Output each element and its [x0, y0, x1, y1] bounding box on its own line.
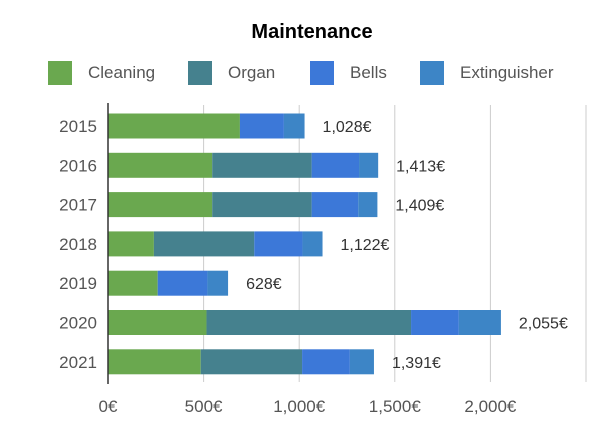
bar-extinguisher-2018 — [302, 231, 323, 257]
bar-cleaning-2020 — [108, 310, 207, 335]
legend-label-organ: Organ — [228, 63, 275, 82]
bar-bells-2018 — [254, 231, 303, 257]
total-label: 2,055€ — [519, 316, 568, 333]
bar-bells-2020 — [411, 310, 459, 335]
legend-swatch-bells — [310, 61, 334, 85]
total-label: 628€ — [246, 276, 282, 293]
axis: 0€ 500€ 1,000€ 1,500€ 2,000€ — [99, 103, 517, 416]
x-tick-label: 2,000€ — [464, 397, 517, 416]
bar-cleaning-2017 — [108, 192, 213, 218]
labels: 2015 1,028€ 2016 1,413€ 2017 1,409€ 2018 1,122€… — [59, 117, 568, 372]
bar-cleaning-2018 — [108, 231, 154, 257]
bar-organ-2020 — [206, 310, 412, 335]
x-tick-label: 0€ — [99, 397, 118, 416]
y-tick-label: 2019 — [59, 274, 97, 293]
bar-bells-2015 — [239, 113, 284, 139]
legend: Cleaning Organ Bells Extinguisher — [48, 61, 554, 85]
bar-bells-2019 — [157, 270, 208, 296]
y-tick-label: 2021 — [59, 353, 97, 372]
legend-label-cleaning: Cleaning — [88, 63, 155, 82]
x-tick-label: 500€ — [185, 397, 223, 416]
bar-organ-2018 — [153, 231, 255, 257]
bar-cleaning-2016 — [108, 152, 213, 178]
y-tick-label: 2016 — [59, 156, 97, 175]
legend-label-extinguisher: Extinguisher — [460, 63, 554, 82]
y-tick-label: 2018 — [59, 235, 97, 254]
bar-extinguisher-2019 — [207, 270, 229, 296]
bar-cleaning-2019 — [108, 270, 158, 296]
y-tick-label: 2017 — [59, 196, 97, 215]
legend-label-bells: Bells — [350, 63, 387, 82]
bar-extinguisher-2015 — [283, 113, 305, 139]
total-label: 1,028€ — [323, 119, 372, 136]
total-label: 1,391€ — [392, 355, 441, 372]
chart-title: Maintenance — [251, 21, 372, 43]
bars — [108, 113, 501, 375]
bar-extinguisher-2021 — [349, 349, 374, 375]
bar-organ-2021 — [200, 349, 303, 375]
bar-extinguisher-2017 — [358, 192, 378, 218]
x-tick-label: 1,000€ — [273, 397, 326, 416]
bar-bells-2016 — [311, 152, 360, 178]
bar-cleaning-2015 — [108, 113, 240, 139]
bar-organ-2016 — [212, 152, 312, 178]
grid — [203, 105, 587, 382]
y-tick-label: 2020 — [59, 314, 97, 333]
bar-extinguisher-2020 — [458, 310, 501, 335]
total-label: 1,122€ — [341, 237, 390, 254]
bar-extinguisher-2016 — [359, 152, 379, 178]
total-label: 1,409€ — [395, 198, 444, 215]
total-label: 1,413€ — [396, 158, 445, 175]
legend-swatch-organ — [188, 61, 212, 85]
bar-bells-2021 — [302, 349, 350, 375]
x-tick-label: 1,500€ — [369, 397, 422, 416]
bar-organ-2017 — [212, 192, 312, 218]
y-tick-label: 2015 — [59, 117, 97, 136]
bar-bells-2017 — [311, 192, 359, 218]
legend-swatch-cleaning — [48, 61, 72, 85]
legend-swatch-extinguisher — [420, 61, 444, 85]
bar-cleaning-2021 — [108, 349, 201, 375]
